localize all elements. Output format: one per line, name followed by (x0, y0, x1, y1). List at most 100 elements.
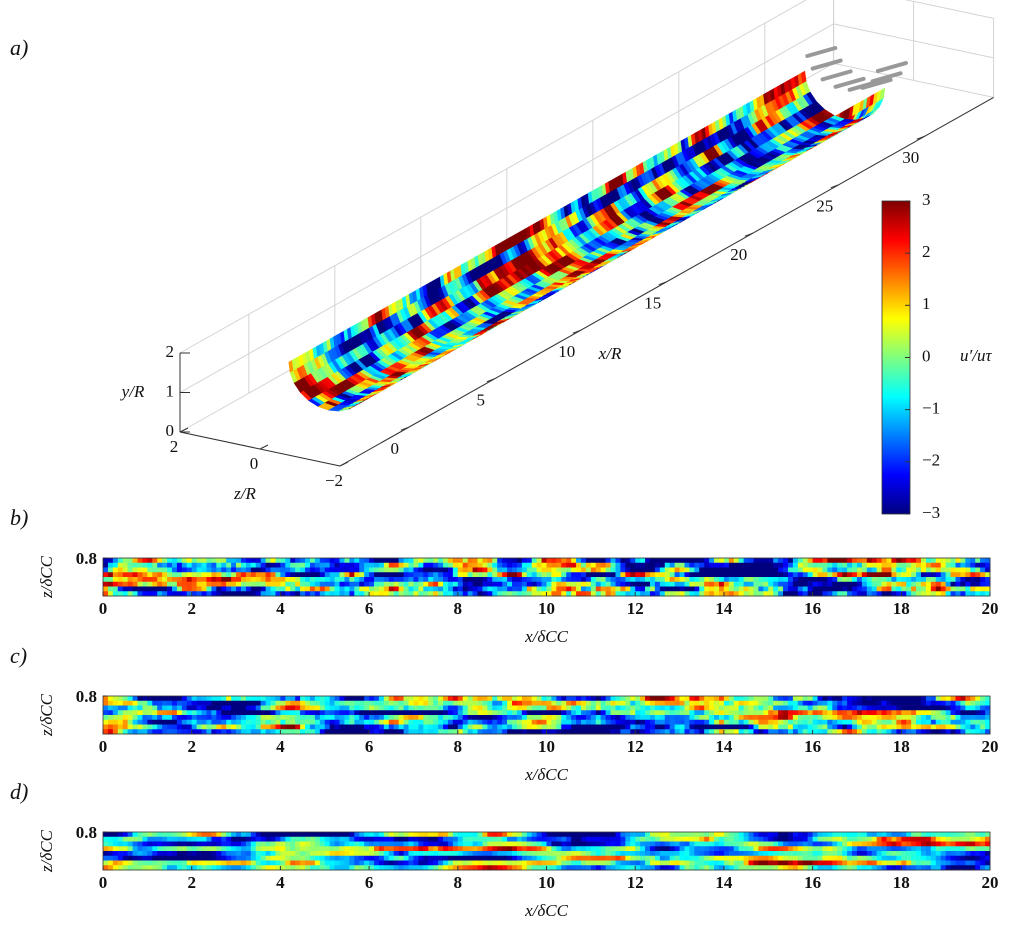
heatmap-cell (768, 696, 773, 701)
heatmap-cell (113, 563, 118, 568)
heatmap-cell (655, 558, 660, 563)
heatmap-cell (433, 572, 438, 577)
heatmap-cell (818, 587, 823, 592)
heatmap-cell (576, 706, 581, 711)
heatmap-cell (581, 706, 586, 711)
heatmap-cell (305, 696, 310, 701)
heatmap-cell (645, 558, 650, 563)
heatmap-cell (413, 725, 418, 730)
heatmap-cell (867, 696, 872, 701)
y-tick-label: 0.8 (76, 549, 97, 568)
heatmap-cell (946, 710, 951, 715)
heatmap-cell (340, 706, 345, 711)
heatmap-cell (177, 568, 182, 573)
heatmap-cell (197, 832, 202, 837)
heatmap-cell (655, 720, 660, 725)
heatmap-cell (882, 706, 887, 711)
heatmap-cell (980, 563, 985, 568)
heatmap-cell (409, 582, 414, 587)
heatmap-cell (315, 572, 320, 577)
heatmap-cell (517, 701, 522, 706)
heatmap-cell (192, 832, 197, 837)
heatmap-cell (951, 710, 956, 715)
heatmap-cell (936, 563, 941, 568)
heatmap-cell (620, 587, 625, 592)
heatmap-cell (753, 558, 758, 563)
heatmap-cell (768, 572, 773, 577)
heatmap-cell (793, 572, 798, 577)
heatmap-cell (832, 558, 837, 563)
heatmap-cell (798, 558, 803, 563)
heatmap-cell (162, 846, 167, 851)
heatmap-cell (128, 715, 133, 720)
heatmap-cell (236, 720, 241, 725)
heatmap-cell (719, 710, 724, 715)
heatmap-cell (808, 715, 813, 720)
heatmap-cell (847, 715, 852, 720)
heatmap-cell (310, 710, 315, 715)
heatmap-cell (680, 725, 685, 730)
heatmap-cell (103, 563, 108, 568)
heatmap-cell (601, 696, 606, 701)
heatmap-cell (142, 587, 147, 592)
heatmap-cell (684, 563, 689, 568)
x-axis-label: x/R (598, 344, 622, 363)
heatmap-cell (206, 568, 211, 573)
heatmap-cell (271, 720, 276, 725)
heatmap-cell (798, 587, 803, 592)
heatmap-cell (197, 725, 202, 730)
heatmap-cell (354, 696, 359, 701)
heatmap-cell (887, 572, 892, 577)
heatmap-cell (803, 701, 808, 706)
heatmap-cell (852, 710, 857, 715)
heatmap-cell (926, 563, 931, 568)
heatmap-cell (576, 563, 581, 568)
heatmap-cell (448, 587, 453, 592)
heatmap-cell (187, 710, 192, 715)
heatmap-cell (906, 720, 911, 725)
heatmap-cell (399, 582, 404, 587)
heatmap-cell (684, 725, 689, 730)
heatmap-cell (611, 572, 616, 577)
heatmap-cell (566, 706, 571, 711)
heatmap-cell (591, 720, 596, 725)
heatmap-cell (310, 725, 315, 730)
heatmap-cell (172, 696, 177, 701)
heatmap-cell (394, 696, 399, 701)
heatmap-cell (108, 725, 113, 730)
heatmap-cell (103, 832, 108, 837)
heatmap-cell (951, 725, 956, 730)
heatmap-cell (522, 577, 527, 582)
heatmap-cell (951, 715, 956, 720)
heatmap-cell (280, 563, 285, 568)
heatmap-cell (147, 725, 152, 730)
heatmap-cell (532, 715, 537, 720)
heatmap-cell (714, 696, 719, 701)
heatmap-cell (187, 837, 192, 842)
heatmap-cell (650, 572, 655, 577)
heatmap-cell (359, 587, 364, 592)
heatmap-cell (635, 696, 640, 701)
heatmap-cell (182, 582, 187, 587)
heatmap-cell (911, 568, 916, 573)
heatmap-cell (709, 572, 714, 577)
heatmap-cell (261, 568, 266, 573)
heatmap-cell (206, 710, 211, 715)
heatmap-cell (625, 715, 630, 720)
heatmap-cell (271, 725, 276, 730)
heatmap-cell (822, 715, 827, 720)
heatmap-cell (157, 587, 162, 592)
heatmap-cell (630, 587, 635, 592)
heatmap-cell (330, 563, 335, 568)
heatmap-cell (615, 582, 620, 587)
heatmap-cell (147, 710, 152, 715)
heatmap-cell (818, 577, 823, 582)
heatmap-cell (290, 701, 295, 706)
heatmap-cell (389, 696, 394, 701)
heatmap-cell (133, 577, 138, 582)
heatmap-cell (739, 587, 744, 592)
heatmap-cell (670, 558, 675, 563)
heatmap-cell (236, 582, 241, 587)
heatmap-cell (601, 582, 606, 587)
heatmap-cell (783, 582, 788, 587)
